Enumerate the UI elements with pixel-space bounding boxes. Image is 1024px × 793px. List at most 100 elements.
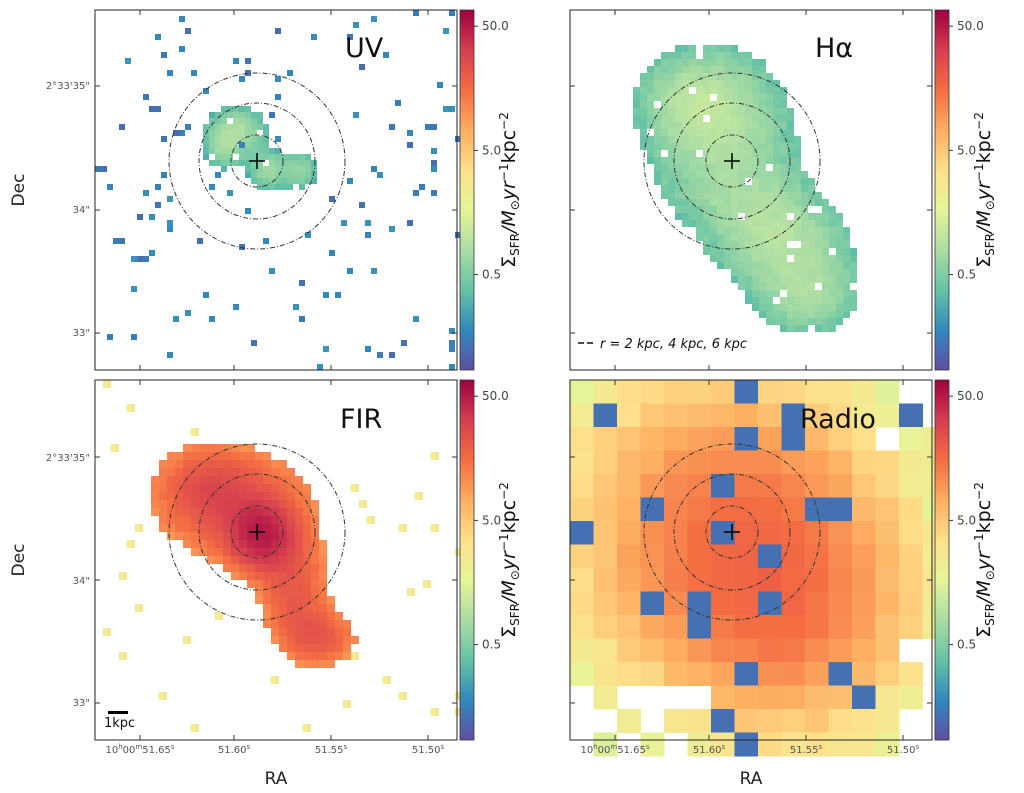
pixel	[829, 220, 836, 227]
pixel	[780, 115, 787, 122]
pixel	[780, 255, 787, 262]
pixel	[317, 364, 323, 370]
pixel	[731, 227, 738, 234]
pixel	[633, 122, 640, 129]
pixel	[319, 564, 327, 572]
pixel	[717, 234, 724, 241]
pixel	[255, 452, 263, 460]
pixel	[759, 304, 766, 311]
pixel	[303, 580, 311, 588]
pixel	[836, 311, 843, 318]
pixel	[815, 311, 822, 318]
pixel	[407, 588, 415, 596]
pixel	[794, 234, 801, 241]
pixel	[303, 612, 311, 620]
pixel	[710, 192, 717, 199]
pixel	[255, 508, 263, 516]
pixel	[654, 115, 661, 122]
pixel	[899, 568, 923, 592]
pixel	[407, 142, 413, 148]
axes: 2°33'35" 34" 33" 2°33'35" 34" 33" Dec De…	[9, 81, 763, 789]
pixel	[191, 508, 199, 516]
pixel	[745, 122, 752, 129]
pixel	[647, 73, 654, 80]
pixel	[233, 304, 239, 310]
pixel	[675, 73, 682, 80]
pixel	[766, 129, 773, 136]
pixel	[703, 150, 710, 157]
pixel	[759, 115, 766, 122]
pixel	[319, 612, 327, 620]
pixel	[759, 164, 766, 171]
pixel	[738, 171, 745, 178]
pixel	[899, 403, 923, 428]
pixel	[251, 172, 257, 178]
pixel	[759, 206, 766, 213]
pixel	[275, 166, 281, 172]
pixel	[829, 290, 836, 297]
pixel	[239, 572, 247, 580]
pixel	[275, 154, 281, 160]
pixel	[752, 213, 759, 220]
pixel	[185, 124, 191, 130]
pixel	[703, 143, 710, 150]
pixel	[787, 318, 794, 325]
pixel	[287, 636, 295, 644]
pixel	[281, 184, 287, 190]
pixel	[668, 171, 675, 178]
pixel	[717, 185, 724, 192]
pixel	[731, 108, 738, 115]
pixel	[654, 171, 661, 178]
pixel	[738, 185, 745, 192]
pixel	[875, 662, 900, 686]
pixel	[227, 136, 233, 142]
pixel	[431, 524, 439, 532]
pixel	[191, 532, 199, 540]
pixel	[231, 444, 239, 452]
pixel	[781, 427, 806, 451]
pixel	[875, 568, 900, 592]
pixel	[773, 213, 780, 220]
pixel	[617, 474, 641, 498]
pixel	[231, 532, 239, 540]
pixel	[766, 143, 773, 150]
pixel	[703, 213, 710, 220]
pixel	[822, 234, 829, 241]
pixel	[738, 248, 745, 255]
pixel	[696, 178, 703, 185]
pixel	[239, 540, 247, 548]
pixel	[899, 521, 923, 545]
pixel	[161, 136, 167, 142]
pixel	[829, 255, 836, 262]
pixel	[724, 73, 731, 80]
pixel	[207, 532, 215, 540]
pixel	[738, 234, 745, 241]
pixel	[734, 732, 759, 757]
pixel	[215, 500, 223, 508]
pixel	[687, 427, 712, 451]
radius-circle	[230, 505, 284, 559]
pixel	[305, 178, 311, 184]
pixel	[731, 248, 738, 255]
pixel	[731, 171, 738, 178]
pixel	[159, 460, 167, 468]
pixel	[675, 52, 682, 59]
pixel	[850, 290, 857, 297]
pixel	[899, 544, 923, 569]
pixel	[295, 524, 303, 532]
pixel	[640, 115, 647, 122]
pixel	[668, 143, 675, 150]
pixel	[724, 45, 731, 52]
pixel	[199, 532, 207, 540]
pixel	[647, 66, 654, 73]
pixel	[787, 178, 794, 185]
pixel	[431, 160, 437, 166]
pixel	[808, 318, 815, 325]
pixel	[780, 157, 787, 164]
pixel	[794, 199, 801, 206]
pixel	[843, 255, 850, 262]
pixel	[852, 662, 876, 686]
pixel	[781, 450, 806, 475]
pixel	[263, 572, 271, 580]
